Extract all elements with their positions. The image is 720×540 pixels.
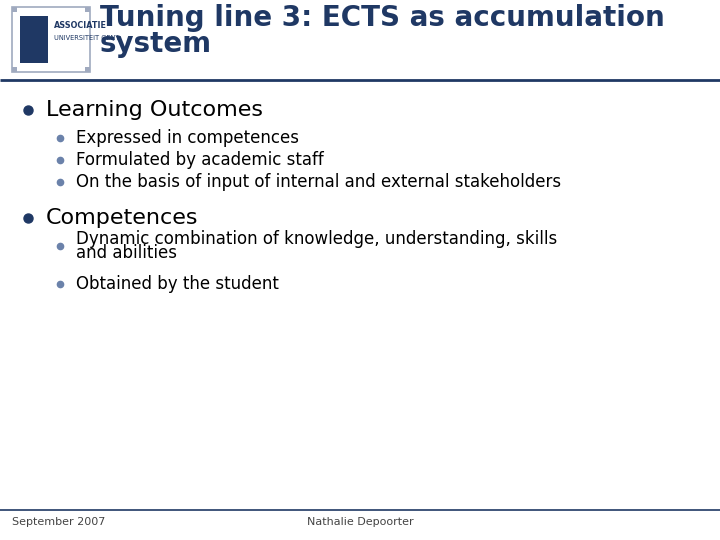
Bar xyxy=(85,67,90,72)
Bar xyxy=(85,7,90,12)
Text: Formulated by academic staff: Formulated by academic staff xyxy=(76,151,324,169)
Text: UNIVERSITEIT GENT: UNIVERSITEIT GENT xyxy=(54,35,120,41)
Bar xyxy=(12,7,17,12)
Bar xyxy=(12,67,17,72)
Text: Expressed in competences: Expressed in competences xyxy=(76,129,299,147)
Text: Competences: Competences xyxy=(46,208,199,228)
Text: ASSOCIATIE: ASSOCIATIE xyxy=(54,21,107,30)
Text: September 2007: September 2007 xyxy=(12,517,105,527)
Text: system: system xyxy=(100,30,212,58)
Bar xyxy=(20,16,48,63)
Text: Obtained by the student: Obtained by the student xyxy=(76,275,279,293)
Text: Tuning line 3: ECTS as accumulation: Tuning line 3: ECTS as accumulation xyxy=(100,4,665,32)
Bar xyxy=(12,7,90,72)
Text: On the basis of input of internal and external stakeholders: On the basis of input of internal and ex… xyxy=(76,173,561,191)
Text: Nathalie Depoorter: Nathalie Depoorter xyxy=(307,517,413,527)
Text: Dynamic combination of knowledge, understanding, skills: Dynamic combination of knowledge, unders… xyxy=(76,230,557,248)
Text: and abilities: and abilities xyxy=(76,244,177,262)
Text: Learning Outcomes: Learning Outcomes xyxy=(46,100,263,120)
